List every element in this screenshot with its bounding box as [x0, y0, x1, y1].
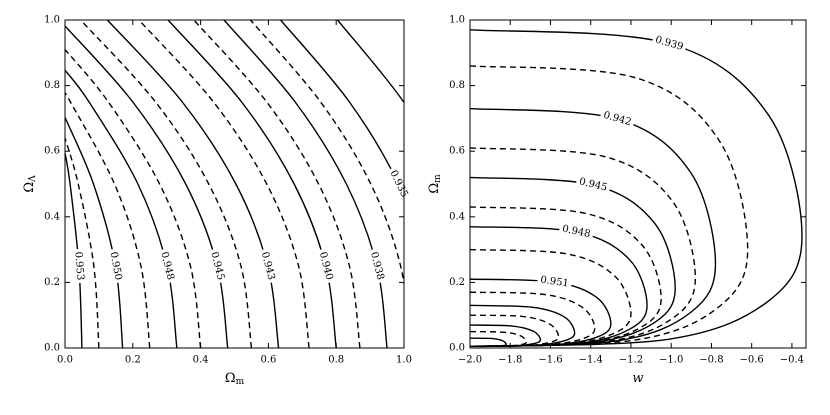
x-tick-label: −1.6 [538, 355, 562, 366]
contour-line [80, 20, 253, 348]
contour-label: 0.939 [654, 34, 685, 52]
contour-label-bg [106, 248, 125, 284]
y-tick-label: 1.0 [44, 15, 60, 26]
contour-line [65, 117, 124, 348]
axis-label-sub: Λ [28, 175, 38, 183]
plot-frame [469, 19, 807, 349]
x-tick-label: −1.0 [659, 355, 683, 366]
contour-label-bg [71, 248, 87, 284]
x-tick-label: 0.6 [260, 355, 276, 366]
y-tick-label: 0.8 [44, 80, 60, 91]
y-tick-label: 0.0 [449, 343, 465, 354]
contour-line [65, 25, 229, 348]
axis-label-text: Ω [427, 183, 442, 194]
contour-label: 0.945 [208, 251, 226, 281]
contour-line [470, 337, 507, 348]
y-tick-label: 1.0 [449, 15, 465, 26]
x-tick-label: −1.8 [498, 355, 522, 366]
contour-line [138, 20, 310, 348]
contour-line [470, 147, 697, 348]
contour-label-bg [157, 248, 177, 284]
contour-line [167, 20, 337, 348]
x-tick-label: −2.0 [458, 355, 482, 366]
y-tick-label: 0.4 [449, 211, 465, 222]
contour-line [65, 49, 202, 348]
contour-line [280, 20, 404, 198]
contour-line [470, 29, 803, 348]
y-tick-label: 0.6 [449, 146, 465, 157]
contour-line [223, 20, 388, 348]
contours [470, 29, 803, 348]
contour-label-bg [366, 248, 387, 284]
contour-label-bg [599, 108, 636, 130]
axis-label-text: w [632, 371, 643, 386]
contour-label-bg [385, 166, 412, 202]
contour-label-bg [651, 33, 688, 55]
contour-label: 0.943 [259, 251, 277, 281]
axis-label: ΩΛ [22, 175, 38, 193]
x-tick-label: −0.4 [780, 355, 804, 366]
contour-label: 0.935 [387, 169, 409, 200]
contour-line [65, 152, 83, 348]
contour-line [65, 92, 151, 348]
axis-label-sub: m [236, 377, 245, 387]
contour-label: 0.953 [72, 251, 85, 280]
contour-line [470, 314, 560, 348]
contour-line [193, 20, 361, 348]
axis-label-text: Ω [225, 371, 236, 386]
contour-label-bg [536, 273, 573, 291]
contour-line [470, 65, 749, 348]
y-tick-label: 0.2 [44, 277, 60, 288]
contour-label: 0.942 [602, 110, 633, 129]
x-tick-label: 0.2 [125, 355, 141, 366]
y-tick-label: 0.8 [449, 80, 465, 91]
x-tick-label: 0.0 [57, 355, 73, 366]
contours [65, 20, 404, 348]
contour-line [470, 176, 676, 348]
y-tick-label: 0.6 [44, 146, 60, 157]
x-tick-label: 0.4 [193, 355, 209, 366]
y-tick-label: 0.0 [44, 343, 60, 354]
contour-line [249, 20, 404, 289]
contour-line [470, 278, 612, 348]
x-tick-label: −0.8 [699, 355, 723, 366]
contour-label-bg [257, 248, 278, 284]
x-tick-label: −1.2 [619, 355, 643, 366]
contour-label: 0.951 [540, 275, 570, 290]
x-tick-label: −0.6 [740, 355, 764, 366]
contour-label-bg [558, 222, 595, 242]
contour-label: 0.940 [317, 251, 335, 281]
axis-label-sub: m [433, 174, 443, 183]
contour-line [65, 137, 100, 348]
x-tick-label: 0.8 [328, 355, 344, 366]
axis-label: w [632, 371, 643, 386]
y-tick-label: 0.2 [449, 277, 465, 288]
contour-line [65, 69, 178, 348]
contour-label-bg [575, 175, 612, 195]
contour-line [106, 20, 280, 348]
contour-label-bg [207, 248, 228, 284]
plot-frame [64, 19, 405, 349]
contour-line [337, 20, 404, 104]
contour-label: 0.950 [108, 251, 124, 281]
x-tick-label: −1.4 [579, 355, 603, 366]
x-tick-label: 1.0 [396, 355, 412, 366]
axis-label: Ωm [225, 371, 245, 387]
y-tick-label: 0.4 [44, 211, 60, 222]
axis-label-text: Ω [22, 182, 37, 193]
axis-label: Ωm [427, 174, 443, 194]
contour-label-bg [315, 248, 336, 284]
